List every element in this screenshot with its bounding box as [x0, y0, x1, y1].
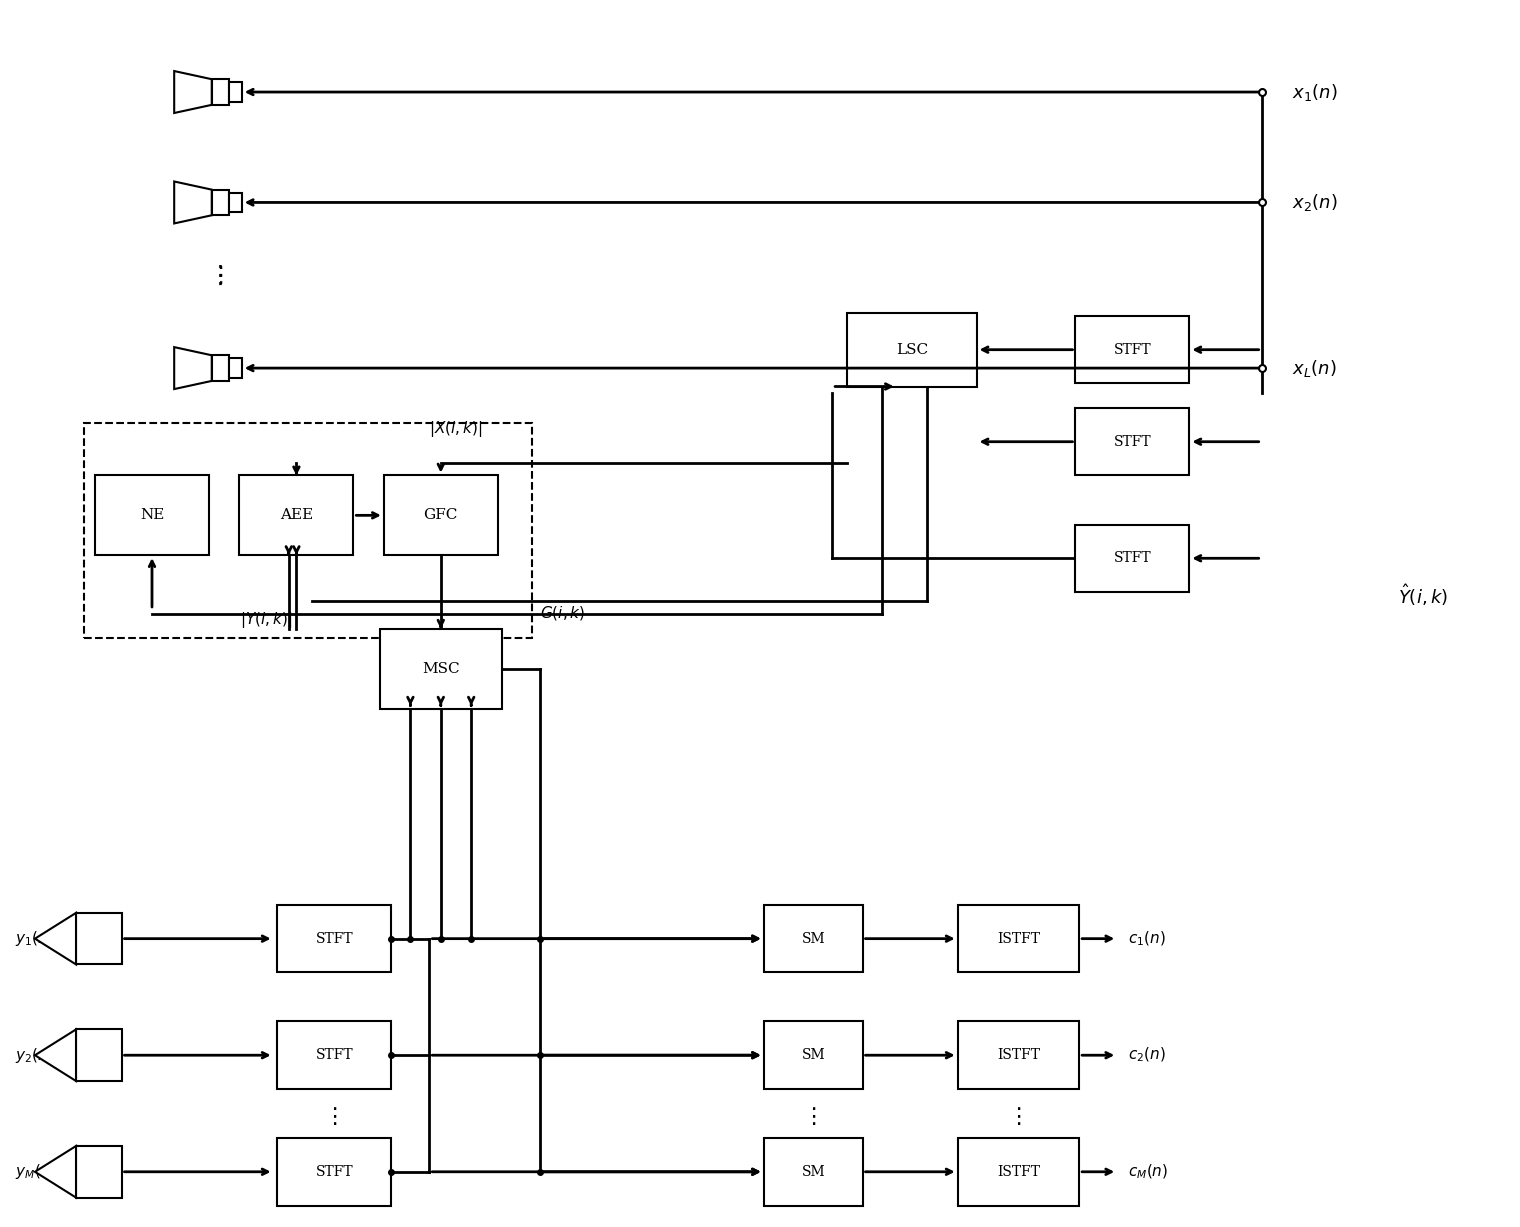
Bar: [230, 193, 242, 212]
Bar: [277, 906, 392, 972]
Text: STFT: STFT: [1114, 342, 1151, 357]
Bar: [1076, 407, 1190, 476]
Text: $c_2(n)$: $c_2(n)$: [1128, 1047, 1166, 1064]
Bar: [277, 1139, 392, 1205]
Text: STFT: STFT: [316, 1048, 353, 1063]
Text: LSC: LSC: [895, 342, 929, 357]
Text: ⋮: ⋮: [208, 264, 233, 288]
Bar: [1076, 525, 1190, 593]
Text: STFT: STFT: [1114, 434, 1151, 449]
Polygon shape: [175, 182, 211, 223]
Text: ISTFT: ISTFT: [997, 931, 1040, 946]
Bar: [765, 1139, 863, 1205]
Polygon shape: [175, 71, 211, 113]
Text: STFT: STFT: [316, 1164, 353, 1179]
Bar: [765, 906, 863, 972]
Text: SM: SM: [801, 1048, 825, 1063]
Bar: [958, 1021, 1079, 1090]
Text: $x_1(n)$: $x_1(n)$: [1292, 81, 1338, 103]
Text: $|Y(i,k)|$: $|Y(i,k)|$: [240, 610, 292, 629]
Text: GFC: GFC: [424, 508, 458, 523]
Text: STFT: STFT: [316, 931, 353, 946]
Bar: [211, 356, 230, 380]
Bar: [76, 1146, 122, 1198]
Text: ISTFT: ISTFT: [997, 1048, 1040, 1063]
Bar: [277, 1021, 392, 1090]
Text: ⋮: ⋮: [324, 1107, 345, 1126]
Text: $y_M(n)$: $y_M(n)$: [15, 1162, 56, 1182]
Bar: [84, 423, 532, 638]
Text: SM: SM: [801, 931, 825, 946]
Polygon shape: [35, 1029, 76, 1081]
Text: ISTFT: ISTFT: [997, 1164, 1040, 1179]
Bar: [380, 628, 502, 709]
Text: $x_L(n)$: $x_L(n)$: [1292, 357, 1336, 379]
Bar: [211, 190, 230, 215]
Text: ⋮: ⋮: [1008, 1107, 1029, 1126]
Text: SM: SM: [801, 1164, 825, 1179]
Text: NE: NE: [140, 508, 164, 523]
Bar: [1076, 315, 1190, 383]
Polygon shape: [35, 913, 76, 964]
Text: $y_1(n)$: $y_1(n)$: [15, 929, 55, 948]
Bar: [958, 906, 1079, 972]
Bar: [765, 1021, 863, 1090]
Text: STFT: STFT: [1114, 551, 1151, 566]
Bar: [211, 80, 230, 104]
Text: $\hat{Y}(i,k)$: $\hat{Y}(i,k)$: [1398, 583, 1449, 607]
Bar: [94, 475, 208, 555]
Bar: [230, 82, 242, 102]
Bar: [240, 475, 353, 555]
Bar: [76, 913, 122, 964]
Polygon shape: [35, 1146, 76, 1198]
Text: ⋮: ⋮: [210, 266, 231, 286]
Text: AEE: AEE: [280, 508, 313, 523]
Bar: [958, 1139, 1079, 1205]
Text: $|X(i,k)|$: $|X(i,k)|$: [429, 418, 483, 438]
Text: ⋮: ⋮: [803, 1107, 824, 1126]
Bar: [383, 475, 499, 555]
Text: MSC: MSC: [423, 661, 459, 676]
Bar: [230, 358, 242, 378]
Text: $G(i,k)$: $G(i,k)$: [540, 605, 585, 622]
Bar: [848, 313, 976, 387]
Polygon shape: [175, 347, 211, 389]
Text: $c_1(n)$: $c_1(n)$: [1128, 930, 1166, 947]
Bar: [76, 1029, 122, 1081]
Text: $y_2(n)$: $y_2(n)$: [15, 1045, 55, 1065]
Text: $x_2(n)$: $x_2(n)$: [1292, 191, 1338, 213]
Text: $c_M(n)$: $c_M(n)$: [1128, 1163, 1167, 1180]
